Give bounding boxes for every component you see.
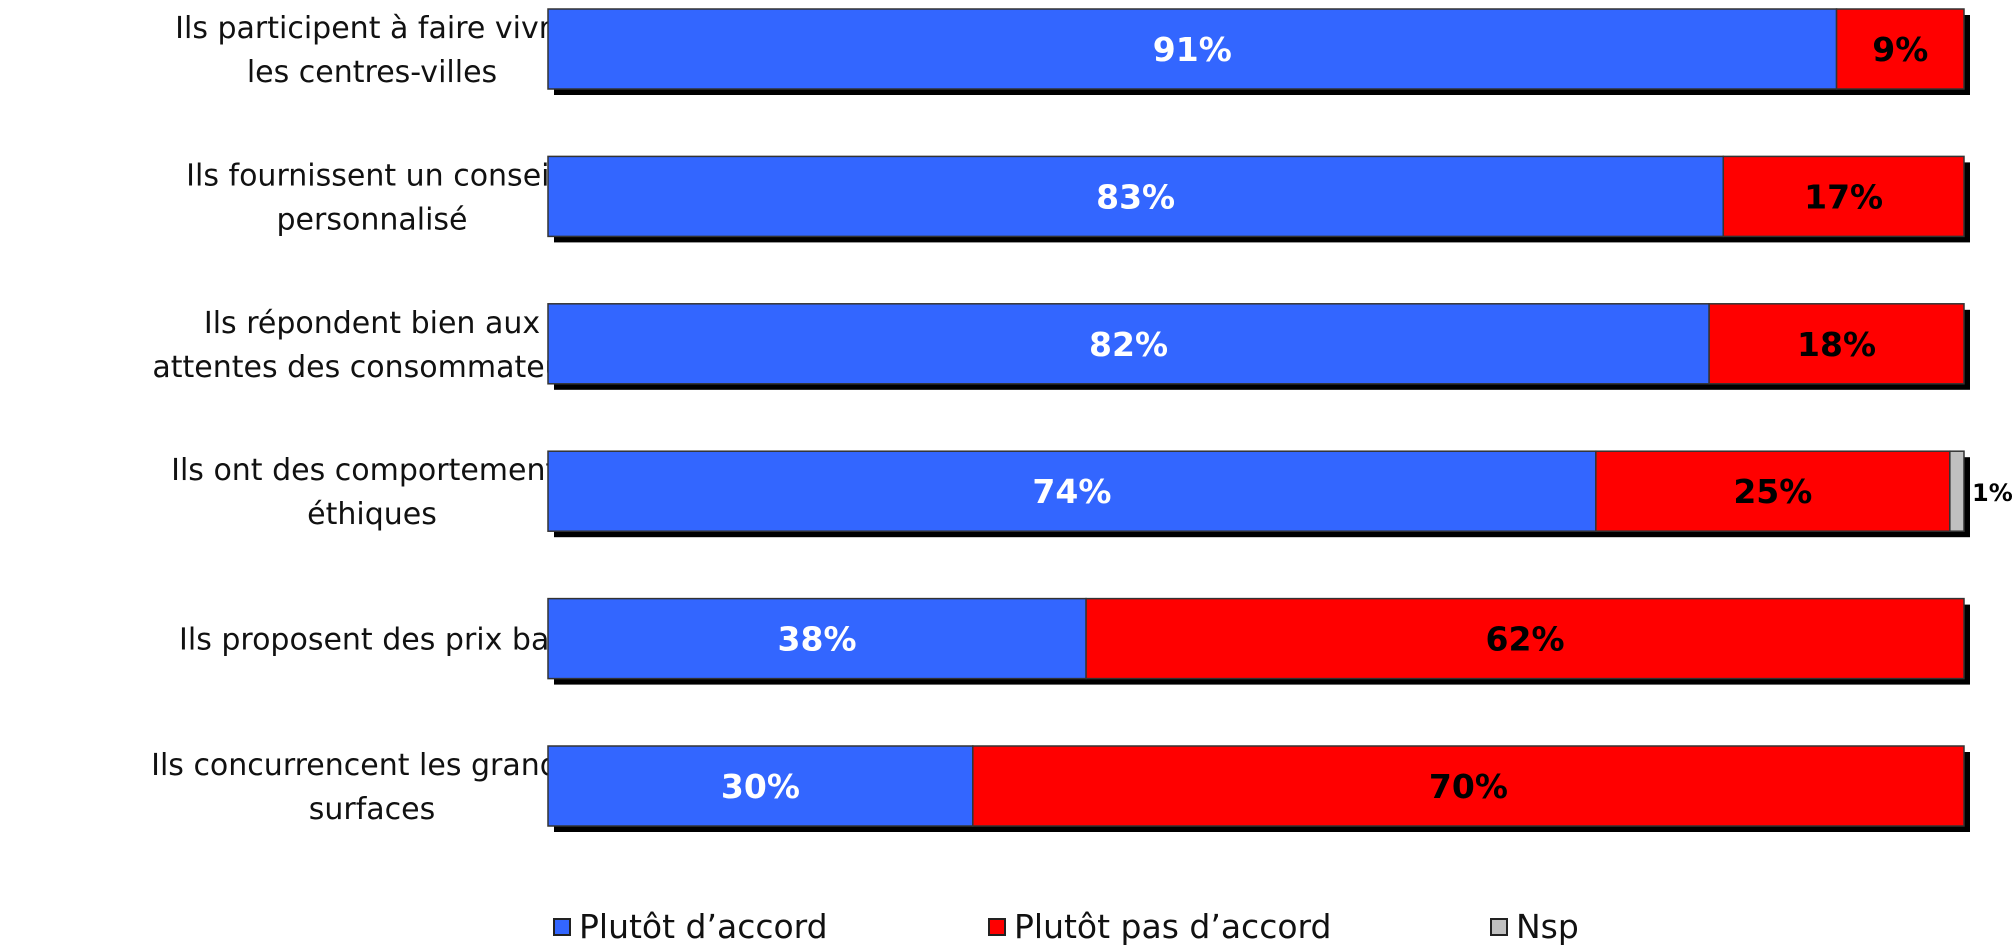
bar-segment	[547, 155, 1725, 238]
category-label: les centres-villes	[247, 55, 497, 90]
data-label: 9%	[1872, 30, 1928, 69]
bar-segment	[1595, 450, 1951, 532]
bar-segment	[1835, 8, 1965, 90]
data-label: 25%	[1733, 472, 1812, 511]
category-label: Ils fournissent un conseil	[186, 158, 558, 193]
bar-segment	[1722, 155, 1965, 238]
category-label: Ils concurrencent les grandes	[151, 748, 593, 783]
bar-segment	[547, 303, 1710, 385]
legend-item: Plutôt pas d’accord	[988, 907, 1331, 946]
data-label: 82%	[1089, 325, 1168, 364]
legend-item: Nsp	[1490, 907, 1579, 946]
category-label: Ils participent à faire vivre	[175, 11, 569, 46]
data-label: 38%	[778, 620, 857, 659]
category-label: Ils ont des comportements	[171, 453, 573, 488]
bar-segment	[1949, 450, 1965, 532]
legend-label: Plutôt pas d’accord	[1014, 907, 1332, 946]
data-label: 91%	[1153, 30, 1232, 69]
legend-swatch	[988, 917, 1006, 936]
data-label: 18%	[1797, 325, 1876, 364]
legend-swatch	[1490, 917, 1508, 936]
category-label: surfaces	[309, 792, 436, 827]
data-label: 30%	[721, 767, 800, 806]
bar-segment	[547, 8, 1838, 90]
data-label: 62%	[1486, 620, 1565, 659]
bar-segment	[972, 745, 1965, 827]
bar-segment	[1085, 597, 1965, 680]
data-label: 83%	[1096, 177, 1175, 216]
category-label: personnalisé	[277, 202, 468, 237]
legend-swatch	[553, 917, 571, 936]
data-label: 1%	[1972, 479, 2013, 507]
bar-segment	[547, 745, 974, 827]
category-label: éthiques	[307, 497, 437, 532]
data-label: 74%	[1032, 472, 1111, 511]
category-label: Ils proposent des prix bas	[179, 623, 565, 658]
category-label: Ils répondent bien aux	[204, 306, 540, 341]
legend-item: Plutôt d’accord	[553, 907, 828, 946]
category-label: attentes des consommateurs	[152, 350, 591, 385]
legend-label: Nsp	[1516, 907, 1579, 946]
bar-segment	[1708, 303, 1965, 385]
data-label: 17%	[1804, 177, 1883, 216]
legend-label: Plutôt d’accord	[579, 907, 828, 946]
bar-segment	[547, 450, 1597, 532]
bar-segment	[547, 597, 1087, 680]
data-label: 70%	[1429, 767, 1508, 806]
